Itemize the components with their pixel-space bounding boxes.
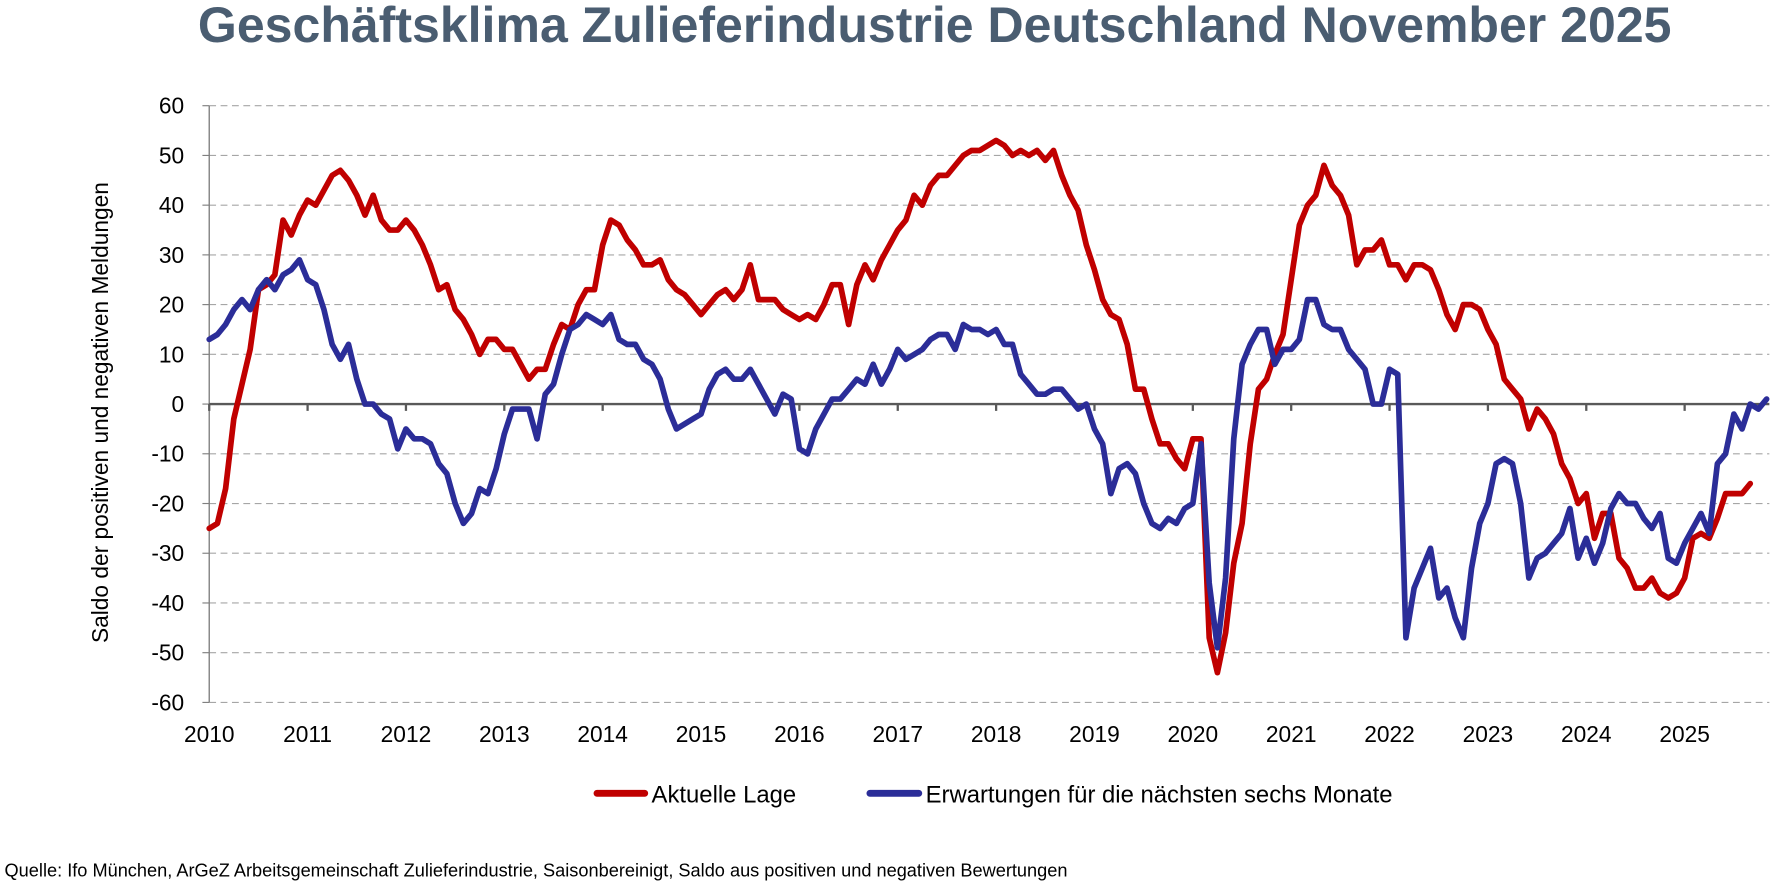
y-tick-label: 20 <box>159 292 184 318</box>
y-tick-label: 0 <box>172 391 185 417</box>
y-tick-label: -30 <box>151 540 184 566</box>
x-tick-label: 2022 <box>1364 721 1415 747</box>
y-axis-ticks: 60 50 40 30 20 10 0 -10 -20 -30 -40 -50 -60 <box>151 93 210 715</box>
x-tick-label: 2025 <box>1659 721 1710 747</box>
y-tick-label: -40 <box>151 590 184 616</box>
y-tick-label: 40 <box>159 192 184 218</box>
series-lines <box>206 137 1770 676</box>
y-tick-label: 60 <box>159 93 184 119</box>
x-tick-label: 2019 <box>1069 721 1120 747</box>
x-tick-label: 2016 <box>774 721 825 747</box>
x-tick-label: 2023 <box>1463 721 1514 747</box>
x-tick-label: 2015 <box>676 721 727 747</box>
x-tick-label: 2014 <box>577 721 628 747</box>
series-line-aktuelle-lage <box>206 137 1754 676</box>
x-tick-label: 2020 <box>1168 721 1219 747</box>
x-tick-label: 2013 <box>479 721 530 747</box>
y-tick-label: 50 <box>159 142 184 168</box>
chart-title: Geschäftsklima Zulieferindustrie Deutsch… <box>198 0 1672 53</box>
legend-label-aktuelle-lage: Aktuelle Lage <box>652 781 797 808</box>
y-tick-label: -20 <box>151 490 184 516</box>
x-tick-label: 2018 <box>971 721 1022 747</box>
y-tick-label: -10 <box>151 441 184 467</box>
legend: Aktuelle Lage Erwartungen für die nächst… <box>593 781 1393 808</box>
source-note: Quelle: Ifo München, ArGeZ Arbeitsgemein… <box>5 860 1068 880</box>
x-axis: 2010 2011 2012 2013 2014 2015 2016 2017 2018 2019… <box>184 105 1770 747</box>
series-line-erwartungen <box>206 256 1770 651</box>
legend-label-erwartungen: Erwartungen für die nächsten sechs Monat… <box>926 781 1393 808</box>
x-tick-label: 2011 <box>283 721 332 747</box>
y-tick-label: 10 <box>159 341 184 367</box>
gridlines <box>209 105 1770 703</box>
x-tick-label: 2024 <box>1561 721 1612 747</box>
x-tick-label: 2010 <box>184 721 235 747</box>
y-tick-label: -60 <box>151 689 184 715</box>
y-axis-label: Saldo der positiven und negativen Meldun… <box>87 182 113 643</box>
x-tick-label: 2021 <box>1266 721 1317 747</box>
y-tick-label: -50 <box>151 640 184 666</box>
y-tick-label: 30 <box>159 242 184 268</box>
x-tick-label: 2012 <box>381 721 432 747</box>
x-tick-label: 2017 <box>872 721 923 747</box>
